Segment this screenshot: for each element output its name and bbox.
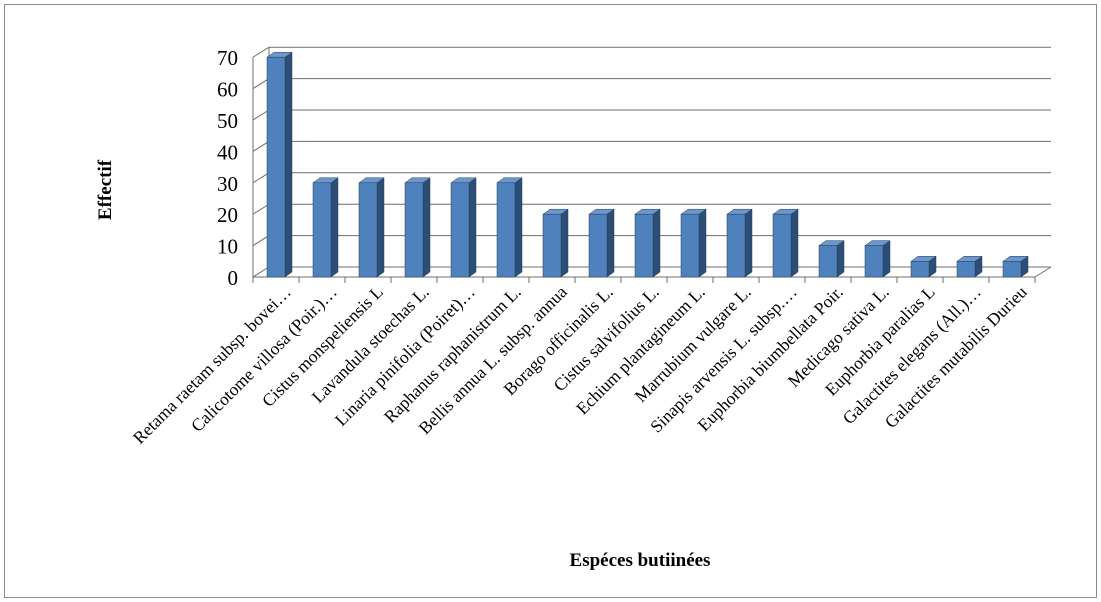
gridline-side xyxy=(252,109,270,121)
chart-frame xyxy=(4,4,1097,598)
floor-edge xyxy=(1034,266,1052,278)
gridline-side xyxy=(252,46,270,58)
gridline-side xyxy=(252,172,270,184)
bar-front xyxy=(818,245,838,278)
bar-front xyxy=(1002,261,1022,278)
bar-layer xyxy=(266,51,1029,278)
bar xyxy=(450,177,477,278)
bar-front xyxy=(358,182,378,278)
bar-front xyxy=(680,213,700,278)
gridline-side xyxy=(252,266,270,278)
bar xyxy=(680,208,707,278)
bar-side xyxy=(652,208,661,278)
bar-side xyxy=(836,240,845,278)
gridline-side xyxy=(252,140,270,152)
bar-front xyxy=(772,213,792,278)
bar xyxy=(726,208,753,278)
y-tick-label: 10 xyxy=(217,235,238,259)
bar-side xyxy=(284,51,293,278)
bar xyxy=(772,208,799,278)
bar-side xyxy=(882,240,891,278)
bar-front xyxy=(542,213,562,278)
bar xyxy=(634,208,661,278)
bar-front xyxy=(726,213,746,278)
bar-front xyxy=(312,182,332,278)
bar xyxy=(910,255,937,278)
y-tick-label: 0 xyxy=(228,266,239,290)
y-tick-label: 40 xyxy=(217,140,238,164)
bar xyxy=(864,240,891,278)
bar-side xyxy=(330,177,339,278)
bar-front xyxy=(266,56,286,278)
bar xyxy=(542,208,569,278)
y-tick-label: 30 xyxy=(217,172,238,196)
gridline-side xyxy=(252,203,270,215)
bar-side xyxy=(744,208,753,278)
bar xyxy=(496,177,523,278)
bar-side xyxy=(560,208,569,278)
bar xyxy=(312,177,339,278)
bar-front xyxy=(634,213,654,278)
gridline-side xyxy=(252,235,270,247)
bar-side xyxy=(514,177,523,278)
y-tick-label: 50 xyxy=(217,109,238,133)
bar xyxy=(404,177,431,278)
y-tick-label: 20 xyxy=(217,203,238,227)
bar-side xyxy=(606,208,615,278)
bar-side xyxy=(698,208,707,278)
y-tick-label: 60 xyxy=(217,78,238,102)
bar-side xyxy=(790,208,799,278)
bar xyxy=(588,208,615,278)
x-axis-title: Espéces butiinées xyxy=(570,550,711,571)
bar-front xyxy=(404,182,424,278)
bar-side xyxy=(468,177,477,278)
bar-side xyxy=(376,177,385,278)
bar xyxy=(956,255,983,278)
y-tick-label: 70 xyxy=(217,46,238,70)
y-axis-title: Effectif xyxy=(95,159,116,220)
bar xyxy=(358,177,385,278)
bar-front xyxy=(910,261,930,278)
bar xyxy=(266,51,293,278)
bar-side xyxy=(422,177,431,278)
bar-front xyxy=(864,245,884,278)
bar xyxy=(818,240,845,278)
bar-front xyxy=(496,182,516,278)
y-tick-labels: 0 10 20 30 40 50 60 70 xyxy=(217,46,238,290)
bar xyxy=(1002,255,1029,278)
bar-front xyxy=(956,261,976,278)
gridline-side xyxy=(252,78,270,90)
bar-front xyxy=(588,213,608,278)
bar-front xyxy=(450,182,470,278)
category-labels: Retama raetam subsp. bovei…Calicotome vi… xyxy=(129,282,1031,448)
